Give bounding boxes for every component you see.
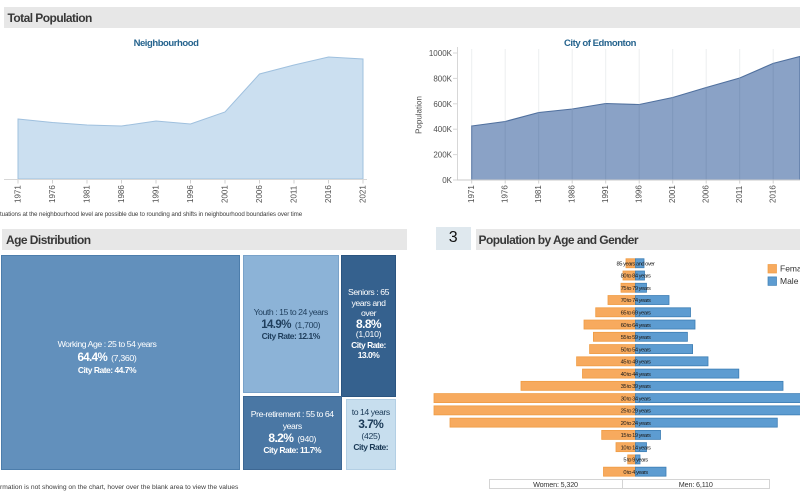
svg-text:2001: 2001 xyxy=(668,185,677,203)
svg-text:2006: 2006 xyxy=(702,185,711,203)
svg-text:2011: 2011 xyxy=(735,185,744,203)
svg-text:1996: 1996 xyxy=(186,185,195,203)
svg-text:2001: 2001 xyxy=(221,185,230,203)
svg-text:1981: 1981 xyxy=(534,185,543,203)
svg-text:30 to 34 years: 30 to 34 years xyxy=(621,396,651,402)
svg-text:2011: 2011 xyxy=(290,185,299,203)
svg-text:40 to 44 years: 40 to 44 years xyxy=(621,372,651,378)
svg-text:2021: 2021 xyxy=(359,185,368,203)
svg-text:Female: Female xyxy=(780,264,800,274)
svg-text:60 to 64 years: 60 to 64 years xyxy=(621,323,651,329)
svg-text:1976: 1976 xyxy=(501,185,510,203)
svg-text:1991: 1991 xyxy=(152,185,161,203)
svg-text:5 to 9 years: 5 to 9 years xyxy=(623,458,648,464)
svg-text:70 to 74 years: 70 to 74 years xyxy=(621,298,651,304)
svg-text:1000K: 1000K xyxy=(429,49,453,58)
svg-text:1971: 1971 xyxy=(14,185,23,203)
svg-text:2006: 2006 xyxy=(255,185,264,203)
svg-text:1991: 1991 xyxy=(601,185,610,203)
svg-text:800K: 800K xyxy=(433,74,452,83)
svg-text:Population: Population xyxy=(415,96,424,134)
svg-text:400K: 400K xyxy=(433,125,452,134)
svg-text:1986: 1986 xyxy=(117,185,126,203)
svg-text:65 to 69 years: 65 to 69 years xyxy=(621,310,651,316)
svg-text:25 to 29 years: 25 to 29 years xyxy=(621,409,651,415)
svg-text:35 to 39 years: 35 to 39 years xyxy=(621,384,651,390)
svg-text:1976: 1976 xyxy=(48,185,57,203)
svg-text:1986: 1986 xyxy=(568,185,577,203)
svg-text:0K: 0K xyxy=(442,176,452,185)
svg-text:85 years and over: 85 years and over xyxy=(617,261,655,267)
svg-text:600K: 600K xyxy=(433,100,452,109)
svg-text:City of Edmonton: City of Edmonton xyxy=(564,38,637,49)
svg-text:Male: Male xyxy=(780,276,799,286)
svg-text:200K: 200K xyxy=(433,151,452,160)
svg-text:50 to 54 years: 50 to 54 years xyxy=(621,347,651,353)
svg-text:10 to 14 years: 10 to 14 years xyxy=(621,445,651,451)
svg-text:55 to 59 years: 55 to 59 years xyxy=(621,335,651,341)
svg-text:Neighbourhood: Neighbourhood xyxy=(134,38,200,49)
svg-text:1981: 1981 xyxy=(83,185,92,203)
svg-text:2016: 2016 xyxy=(769,185,778,203)
svg-text:45 to 49 years: 45 to 49 years xyxy=(621,360,651,366)
svg-text:1996: 1996 xyxy=(635,185,644,203)
svg-text:0 to 4 years: 0 to 4 years xyxy=(623,470,648,476)
svg-text:80 to 84 years: 80 to 84 years xyxy=(621,274,651,280)
svg-text:15 to 19 years: 15 to 19 years xyxy=(621,433,651,439)
svg-text:2016: 2016 xyxy=(324,185,333,203)
svg-text:75 to 79 years: 75 to 79 years xyxy=(621,286,651,292)
svg-text:20 to 24 years: 20 to 24 years xyxy=(621,421,651,427)
svg-text:1971: 1971 xyxy=(467,185,476,203)
